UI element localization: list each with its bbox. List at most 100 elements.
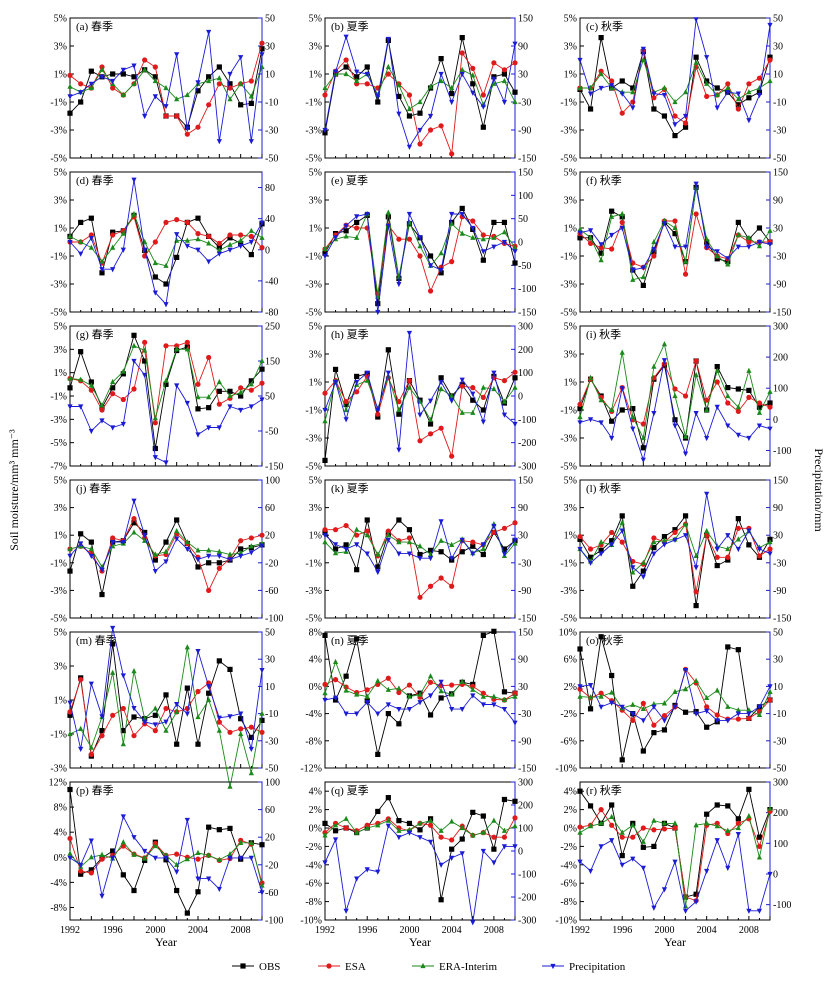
point-era (131, 851, 137, 857)
point-obs (227, 388, 233, 394)
point-prcp (459, 706, 465, 713)
point-esa (99, 856, 105, 862)
point-esa (491, 529, 497, 536)
point-era (152, 705, 158, 711)
point-esa (501, 834, 508, 840)
point-prcp (630, 426, 636, 432)
y-tick-label: 3% (309, 196, 322, 207)
point-prcp (640, 46, 646, 52)
point-era (438, 385, 444, 392)
point-prcp (651, 246, 657, 253)
point-prcp (651, 704, 657, 710)
y-tick-label: -6% (305, 879, 322, 890)
point-esa (78, 677, 84, 683)
y-tick-label: -5% (50, 308, 67, 319)
point-prcp (227, 71, 233, 78)
point-esa (259, 245, 265, 251)
y2-tick-label: 30 (773, 531, 783, 542)
point-era (131, 80, 137, 86)
point-obs (512, 798, 518, 804)
point-esa (619, 834, 625, 840)
point-era (501, 229, 508, 235)
y-tick-label: 3% (564, 350, 577, 361)
point-prcp (174, 52, 180, 58)
point-era (767, 388, 773, 394)
point-esa (195, 856, 201, 862)
point-era (88, 382, 94, 388)
y-tick-label: -3% (305, 126, 322, 137)
y2-tick-label: 150 (773, 168, 788, 179)
point-era (248, 227, 254, 233)
point-prcp (99, 567, 105, 573)
series-prcp (322, 34, 518, 150)
y2-tick-label: 90 (518, 503, 528, 514)
point-prcp (714, 546, 720, 553)
point-era (449, 220, 455, 226)
point-prcp (640, 865, 646, 871)
series-obs (577, 513, 773, 609)
point-era (354, 77, 360, 84)
point-era (343, 70, 349, 77)
point-prcp (142, 113, 148, 120)
point-obs (735, 102, 741, 108)
y2-tick-label: -30 (265, 126, 278, 137)
point-prcp (406, 551, 413, 557)
point-era (152, 259, 158, 266)
point-esa (67, 72, 73, 78)
point-prcp (714, 404, 720, 410)
y-tick-label: -6% (560, 879, 577, 890)
y-tick-label: -3% (560, 586, 577, 597)
point-prcp (427, 263, 434, 269)
point-era (427, 416, 434, 422)
point-prcp (364, 211, 370, 218)
point-obs (501, 796, 508, 803)
y2-tick-label: 90 (518, 655, 528, 666)
point-obs (470, 81, 476, 87)
y2-tick-label: -90 (518, 736, 531, 747)
point-era (216, 856, 222, 862)
point-obs (99, 270, 105, 276)
point-obs (587, 706, 594, 712)
y-tick-label: 6% (564, 655, 577, 666)
point-prcp (438, 71, 444, 78)
point-esa (480, 232, 486, 238)
point-esa (704, 93, 710, 99)
point-esa (227, 85, 233, 91)
panel-title: (b) 夏季 (331, 20, 369, 33)
point-esa (259, 40, 265, 46)
point-obs (174, 517, 180, 523)
y2-tick-label: 10 (265, 70, 275, 81)
point-esa (714, 554, 720, 560)
point-obs (651, 843, 657, 849)
point-prcp (512, 537, 518, 543)
point-obs (332, 366, 339, 372)
point-prcp (206, 425, 212, 431)
y-tick-label: 0% (309, 824, 322, 835)
point-era (238, 730, 244, 737)
y-axis-label-right: Precipitation/mm (812, 448, 826, 532)
point-prcp (693, 565, 699, 571)
point-prcp (174, 869, 180, 875)
point-esa (480, 394, 486, 400)
legend-item-2: ESA (318, 961, 366, 973)
point-obs (480, 124, 486, 130)
y-tick-label: 5% (54, 322, 67, 333)
point-esa (746, 715, 752, 721)
series-era (322, 658, 518, 703)
point-obs (682, 709, 689, 715)
series-obs (322, 795, 518, 903)
point-obs (609, 538, 615, 544)
y2-tick-label: -50 (773, 764, 786, 775)
point-prcp (195, 557, 201, 563)
y-tick-label: -8% (305, 736, 322, 747)
y-tick-label: -1% (305, 406, 322, 417)
point-obs (88, 215, 94, 221)
point-prcp (375, 869, 381, 875)
series-era (577, 677, 773, 718)
point-era (332, 658, 339, 665)
point-era (630, 413, 636, 420)
point-prcp (131, 835, 137, 841)
y2-tick-label: -150 (773, 614, 791, 625)
point-obs (406, 113, 413, 119)
y2-tick-label: 300 (773, 322, 788, 333)
